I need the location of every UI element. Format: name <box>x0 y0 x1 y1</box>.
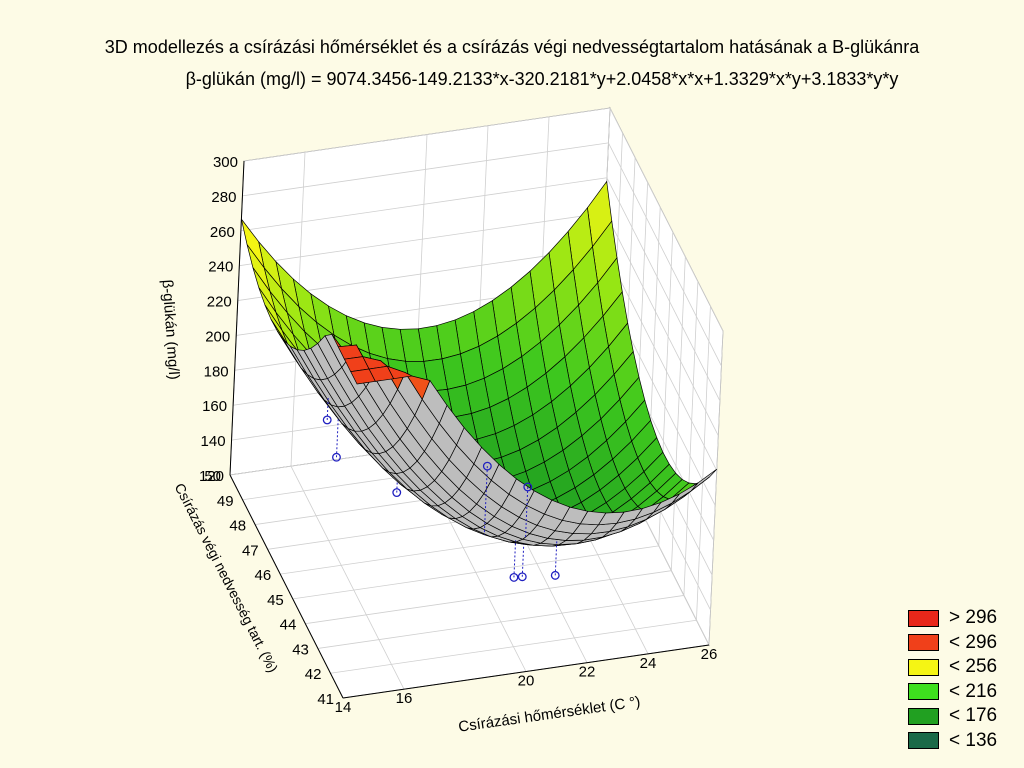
grid-line <box>239 212 606 267</box>
y-tick-label: 45 <box>267 592 284 609</box>
data-point <box>482 461 492 471</box>
z-axis-title: β-glükán (mg/l) <box>159 279 183 380</box>
x-tick-label: 26 <box>701 646 718 663</box>
chart-equation: β-glükán (mg/l) = 9074.3456-149.2133*x-3… <box>185 69 899 89</box>
legend-label: < 296 <box>949 631 998 653</box>
legend-label: < 216 <box>949 680 998 702</box>
z-tick-label: 120 <box>199 468 224 485</box>
data-point <box>392 488 402 497</box>
data-point-dropline <box>525 486 529 538</box>
chart-title: 3D modellezés a csírázási hőmérséklet és… <box>104 37 920 57</box>
grid-line <box>708 330 724 646</box>
y-tick-label: 47 <box>242 542 259 559</box>
grid-line <box>290 465 405 690</box>
surface-patch <box>350 368 376 385</box>
z-tick-label: 300 <box>213 154 238 171</box>
grid-line <box>305 570 672 625</box>
y-tick-label: 42 <box>305 666 322 683</box>
y-tick-label: 43 <box>292 641 309 658</box>
legend-swatch <box>908 732 939 750</box>
x-tick-label: 22 <box>579 664 596 681</box>
legend-item: < 176 <box>908 704 997 729</box>
x-axis-title: Csírázási hőmérséklet (C °) <box>457 693 641 735</box>
z-tick-label: 140 <box>201 433 226 450</box>
legend-label: < 256 <box>949 656 998 678</box>
grid-line <box>696 306 711 621</box>
z-tick-label: 160 <box>202 398 227 415</box>
data-point <box>322 415 332 425</box>
data-point-dropline <box>521 544 525 577</box>
z-tick-label: 200 <box>205 328 230 345</box>
axis-line <box>229 474 344 699</box>
legend-item: > 296 <box>908 606 997 631</box>
data-point-dropline <box>554 539 558 576</box>
grid-line <box>683 281 699 596</box>
axis-line <box>229 160 245 476</box>
grid-line <box>608 142 722 367</box>
y-tick-label: 46 <box>255 567 272 584</box>
grid-line <box>604 212 719 436</box>
legend-swatch <box>908 683 939 701</box>
legend-item: < 216 <box>908 680 997 705</box>
y-tick-label: 49 <box>217 493 234 510</box>
grid-line <box>243 107 611 162</box>
grid-line <box>292 545 659 600</box>
data-point-dropline <box>483 466 488 535</box>
axis-line <box>342 644 710 699</box>
z-tick-label: 180 <box>204 363 229 380</box>
data-point-dropline <box>335 417 339 458</box>
legend-item: < 136 <box>908 729 997 754</box>
z-tick-label: 240 <box>208 259 233 276</box>
legend-label: > 296 <box>949 607 998 629</box>
legend-item: < 256 <box>908 655 997 680</box>
grid-line <box>317 595 684 649</box>
data-point <box>550 570 560 580</box>
y-tick-label: 41 <box>317 691 334 708</box>
grid-line <box>670 256 686 571</box>
data-point <box>517 572 527 582</box>
legend-swatch <box>908 609 939 627</box>
x-tick-label: 24 <box>640 655 657 672</box>
grid-line <box>603 247 718 471</box>
data-point <box>523 482 533 492</box>
legend-label: < 176 <box>949 705 998 727</box>
grid-line <box>606 177 721 401</box>
data-point <box>332 452 341 462</box>
grid-line <box>240 177 607 232</box>
grid-line <box>242 142 609 197</box>
z-tick-label: 260 <box>210 224 235 241</box>
legend: > 296 < 296 < 256 < 216 < 176 < 136 <box>908 606 997 753</box>
x-tick-label: 20 <box>518 673 535 690</box>
z-tick-label: 220 <box>207 294 232 311</box>
data-point <box>509 572 519 582</box>
y-tick-label: 48 <box>229 518 246 535</box>
legend-swatch <box>908 658 939 676</box>
legend-swatch <box>908 634 939 652</box>
legend-item: < 296 <box>908 631 997 656</box>
legend-label: < 136 <box>949 729 998 751</box>
z-tick-label: 280 <box>211 189 236 206</box>
legend-swatch <box>908 707 939 725</box>
grid-line <box>330 619 697 674</box>
x-tick-label: 14 <box>335 699 352 716</box>
y-tick-label: 44 <box>280 617 297 634</box>
grid-line <box>609 107 724 332</box>
y-tick-label: 50 <box>204 468 221 485</box>
x-tick-label: 16 <box>396 690 413 707</box>
